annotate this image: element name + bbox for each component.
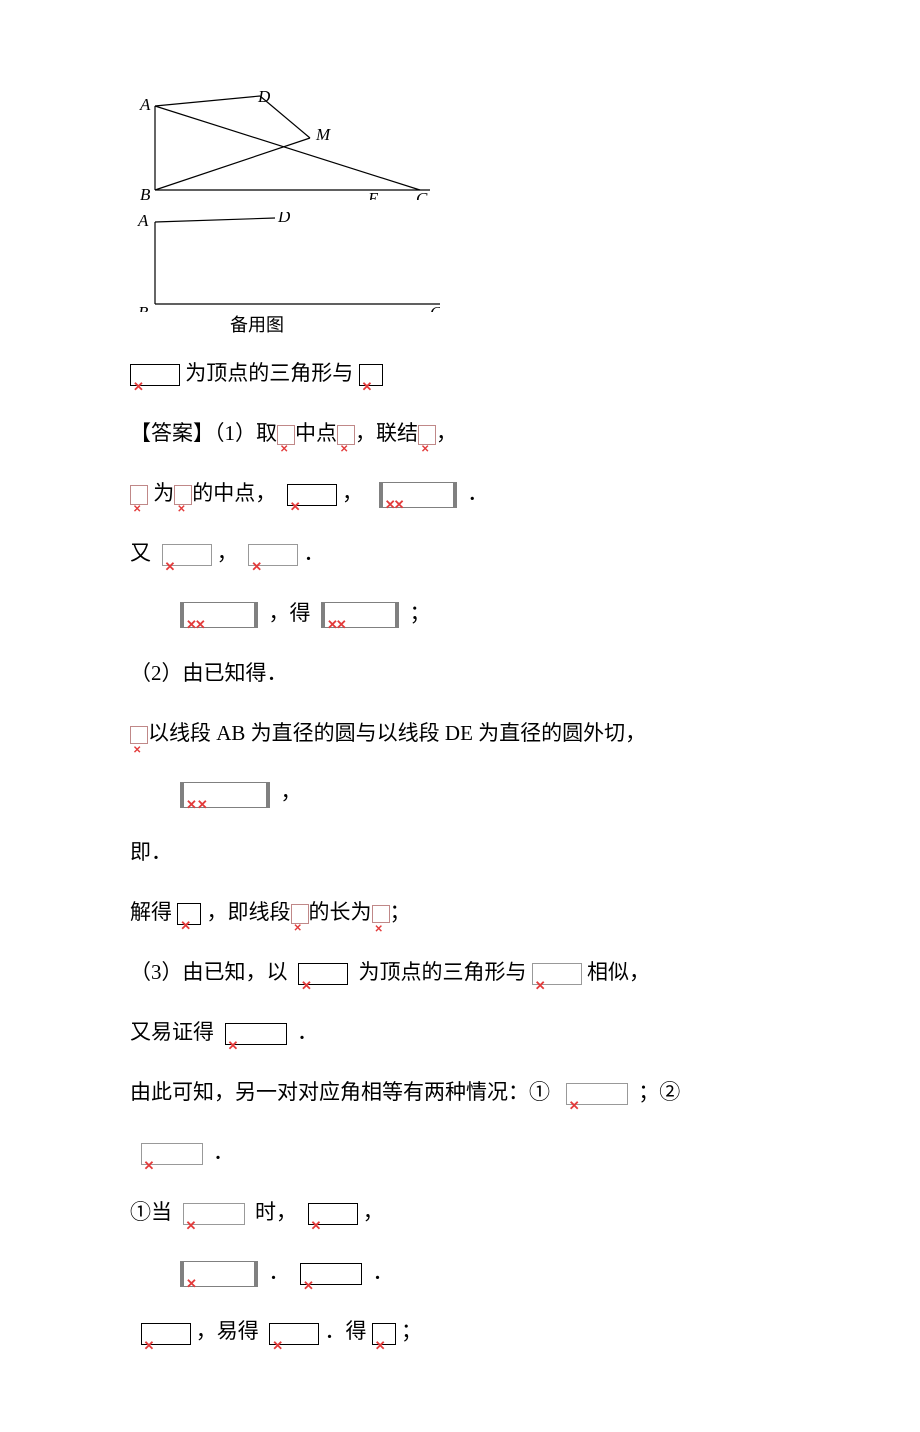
- broken-image-icon: ✕: [130, 485, 148, 505]
- line-9: 即．: [130, 833, 820, 873]
- broken-image-icon: ✕: [141, 1143, 203, 1165]
- svg-text:D: D: [257, 90, 271, 106]
- broken-image-icon: ✕: [277, 425, 295, 445]
- broken-image-icon: ✕: [174, 485, 192, 505]
- line-8: ✕✕ ，: [180, 773, 820, 813]
- line-16: ✕ ． ✕ ．: [180, 1253, 820, 1293]
- line-12: 又易证得 ✕ ．: [130, 1013, 820, 1053]
- broken-image-icon: ✕: [248, 544, 298, 566]
- broken-image-icon: ✕: [308, 1203, 358, 1225]
- line-3: ✕ 为✕的中点， ✕ ， ✕✕ ．: [130, 474, 820, 514]
- line-13: 由此可知，另一对对应角相等有两种情况：① ✕ ；②: [130, 1073, 820, 1113]
- svg-text:D: D: [277, 212, 291, 226]
- broken-image-icon: ✕: [130, 726, 148, 744]
- line-15: ①当 ✕ 时， ✕ ，: [130, 1193, 820, 1233]
- broken-image-icon: ✕✕: [180, 602, 258, 628]
- svg-text:E: E: [367, 189, 379, 200]
- line-10: 解得 ✕ ，即线段✕的长为✕；: [130, 893, 820, 933]
- svg-text:C: C: [430, 303, 440, 312]
- broken-image-icon: ✕: [287, 484, 337, 506]
- geometry-figure-1: A D M B E C: [130, 90, 820, 200]
- broken-image-icon: ✕: [418, 425, 436, 445]
- broken-image-icon: ✕: [130, 364, 180, 386]
- svg-text:A: A: [137, 212, 149, 230]
- line-7: ✕以线段 AB 为直径的圆与以线段 DE 为直径的圆外切，: [130, 714, 820, 754]
- broken-image-icon: ✕: [291, 904, 309, 924]
- broken-image-icon: ✕✕: [379, 482, 457, 508]
- broken-image-icon: ✕: [183, 1203, 245, 1225]
- line-4: 又 ✕ ， ✕ ．: [130, 534, 820, 574]
- line-11: （3）由已知，以 ✕ 为顶点的三角形与 ✕ 相似，: [130, 953, 820, 993]
- broken-image-icon: ✕: [180, 1261, 258, 1287]
- broken-image-icon: ✕: [177, 903, 201, 925]
- geometry-figure-2: A D B C 备用图: [130, 212, 820, 342]
- svg-text:A: A: [139, 95, 151, 114]
- figure-2-caption: 备用图: [230, 308, 284, 342]
- line-2: 【答案】（1）取✕中点✕，联结✕，: [130, 414, 820, 454]
- broken-image-icon: ✕✕: [321, 602, 399, 628]
- svg-text:B: B: [140, 185, 151, 200]
- broken-image-icon: ✕: [298, 963, 348, 985]
- broken-image-icon: ✕: [162, 544, 212, 566]
- broken-image-icon: ✕: [300, 1263, 362, 1285]
- broken-image-icon: ✕: [225, 1023, 287, 1045]
- broken-image-icon: ✕: [372, 905, 390, 923]
- broken-image-icon: ✕: [566, 1083, 628, 1105]
- svg-text:M: M: [315, 125, 331, 144]
- broken-image-icon: ✕: [359, 364, 383, 386]
- figure-2-svg: A D B C: [130, 212, 440, 312]
- broken-image-icon: ✕: [337, 425, 355, 445]
- broken-image-icon: ✕: [532, 963, 582, 985]
- broken-image-icon: ✕: [269, 1323, 319, 1345]
- broken-image-icon: ✕✕: [180, 782, 270, 808]
- line-5: ✕✕ ，得 ✕✕ ；: [180, 594, 820, 634]
- broken-image-icon: ✕: [372, 1323, 396, 1345]
- svg-text:C: C: [416, 189, 428, 200]
- svg-text:B: B: [138, 303, 149, 312]
- line-1: ✕ 为顶点的三角形与 ✕: [130, 354, 820, 394]
- line-14: ✕ ．: [130, 1133, 820, 1173]
- line-6: （2）由已知得．: [130, 654, 820, 694]
- broken-image-icon: ✕: [141, 1323, 191, 1345]
- figure-1-svg: A D M B E C: [130, 90, 440, 200]
- line-17: ✕ ，易得 ✕ ．得 ✕ ；: [130, 1312, 820, 1352]
